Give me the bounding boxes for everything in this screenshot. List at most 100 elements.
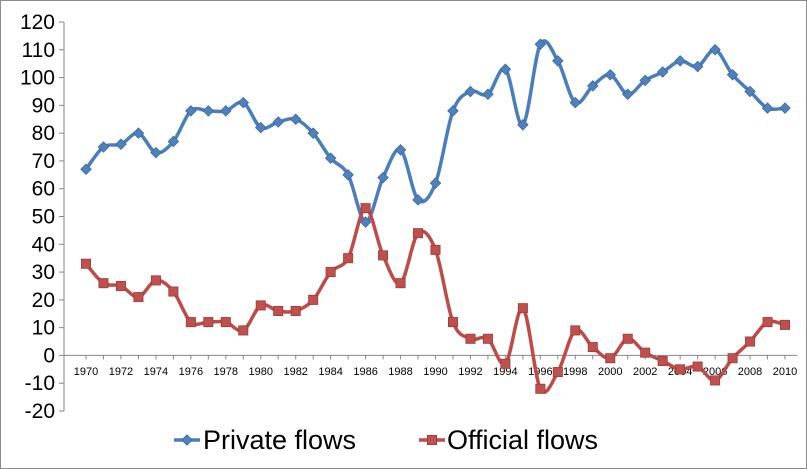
data-point (604, 69, 617, 81)
data-point (168, 286, 179, 297)
data-point (413, 228, 424, 239)
x-tick-label: 1994 (493, 366, 517, 378)
data-point (745, 336, 756, 347)
y-tick-label: 0 (43, 344, 55, 367)
data-point (779, 102, 791, 114)
data-point (587, 80, 599, 92)
y-tick-label: 50 (32, 206, 55, 229)
data-point (780, 319, 791, 330)
x-tick-label: 1976 (179, 366, 203, 378)
y-tick-label: 70 (32, 150, 55, 173)
x-tick-label: 1996 (528, 366, 552, 378)
data-point (499, 63, 512, 76)
y-tick-label: 30 (32, 261, 55, 284)
legend-swatch-marker (181, 434, 193, 446)
data-point (535, 383, 546, 394)
x-tick-label: 1984 (318, 366, 342, 378)
data-point (464, 85, 477, 98)
data-point (185, 105, 197, 117)
data-point (674, 55, 686, 67)
data-point (325, 267, 336, 278)
data-point (447, 105, 459, 117)
axes: -20 -10 0 10 20 30 40 50 60 70 80 90 100 110 120 1970 19… (20, 11, 797, 423)
data-point (570, 325, 581, 336)
y-tick-label: 60 (32, 178, 55, 201)
legend: Private flows Official flows (174, 425, 598, 455)
data-point (290, 305, 301, 316)
data-point (202, 105, 215, 117)
data-point (203, 317, 214, 328)
data-point (220, 105, 232, 117)
data-point (587, 342, 598, 353)
data-point (691, 60, 704, 73)
data-point (289, 113, 302, 126)
data-point (692, 361, 703, 372)
data-point (412, 194, 424, 206)
data-point (167, 135, 180, 148)
data-point (133, 292, 144, 303)
data-point (534, 38, 547, 50)
x-tick-label: 1982 (283, 366, 307, 378)
x-tick-label: 1978 (214, 366, 238, 378)
data-point (185, 317, 196, 328)
y-tick-label: 90 (32, 94, 55, 117)
data-point (394, 144, 407, 156)
series-line (84, 39, 786, 224)
x-tick-label: 1970 (74, 366, 98, 378)
data-point (622, 333, 633, 344)
data-point (342, 169, 354, 181)
data-point (272, 116, 284, 128)
data-point (621, 88, 634, 101)
data-point (675, 364, 686, 375)
data-point (447, 317, 458, 328)
legend-label: Private flows (203, 425, 356, 455)
y-tick-label: 10 (32, 317, 55, 340)
data-point (115, 280, 126, 291)
x-tick-label: 1990 (423, 366, 447, 378)
data-point (81, 258, 92, 269)
series-official-flows (81, 203, 791, 394)
x-tick-label: 1988 (388, 366, 412, 378)
x-tick-label: 2008 (738, 366, 762, 378)
data-point (132, 127, 145, 139)
y-tick-label: 100 (20, 67, 55, 90)
data-point (517, 303, 528, 314)
series-layer (80, 38, 791, 394)
y-tick-label: 120 (20, 11, 55, 34)
data-point (640, 347, 651, 358)
x-tick-label: 2000 (598, 366, 622, 378)
data-point (343, 253, 354, 264)
data-point (80, 163, 92, 176)
series-private-flows (80, 38, 791, 228)
data-point (709, 44, 721, 56)
data-point (238, 325, 249, 336)
legend-swatch-marker (426, 434, 437, 445)
data-point (377, 171, 389, 184)
data-point (482, 88, 494, 101)
legend-item: Official flows (419, 425, 598, 455)
data-point (115, 138, 127, 151)
data-point (727, 353, 738, 364)
data-point (307, 127, 319, 139)
legend-label: Official flows (447, 425, 598, 455)
data-point (430, 244, 441, 255)
data-point (97, 141, 110, 153)
data-point (220, 317, 231, 328)
data-point (150, 275, 161, 286)
x-tick-label: 1974 (144, 366, 168, 378)
data-point (656, 66, 669, 78)
data-point (517, 119, 529, 131)
legend-item: Private flows (174, 425, 356, 455)
data-point (552, 55, 564, 67)
data-point (359, 216, 372, 228)
data-point (552, 367, 563, 378)
y-tick-label: 80 (32, 122, 55, 145)
y-tick-label: 40 (32, 233, 55, 256)
data-point (762, 317, 773, 328)
data-point (639, 74, 651, 87)
y-tick-label: 110 (22, 39, 55, 62)
data-point (395, 278, 406, 289)
y-tick-label: -10 (25, 372, 55, 395)
